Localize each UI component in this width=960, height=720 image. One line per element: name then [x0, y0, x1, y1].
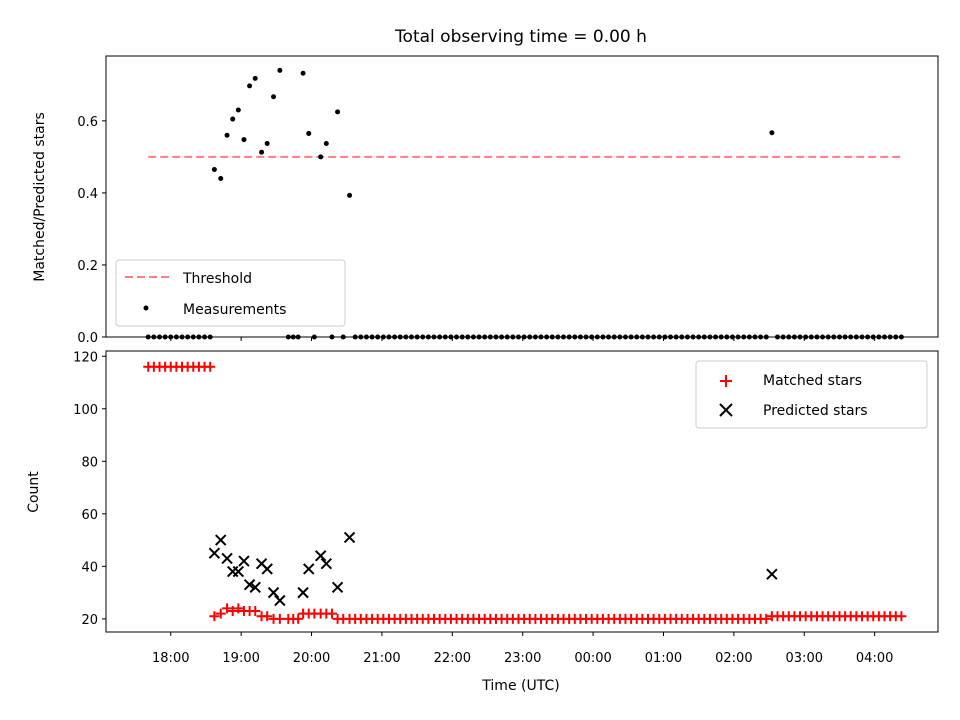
- y-tick-label: 20: [81, 613, 98, 628]
- x-tick-label: 03:00: [786, 651, 823, 666]
- x-tick-label: 22:00: [434, 651, 471, 666]
- measurement-point: [264, 141, 270, 147]
- x-tick-label: 00:00: [574, 651, 611, 666]
- measurement-point: [335, 109, 341, 115]
- y-tick-label: 40: [81, 560, 98, 575]
- predicted-star-marker: [215, 534, 227, 546]
- predicted-star-marker: [766, 568, 778, 580]
- y-tick-label: 0.6: [77, 115, 98, 130]
- top-y-ticks: 0.0 0.2 0.4 0.6: [77, 115, 106, 346]
- legend-matched-swatch: [720, 375, 732, 387]
- predicted-star-marker: [238, 555, 250, 567]
- y-tick-label: 0.4: [77, 187, 98, 202]
- x-tick-label: 19:00: [222, 651, 259, 666]
- measurement-point: [224, 132, 230, 138]
- bottom-legend-box: [695, 360, 928, 429]
- matched-star-marker: [205, 361, 216, 372]
- predicted-star-marker: [261, 563, 273, 575]
- measurement-point: [230, 116, 236, 122]
- legend-predicted-swatch: [719, 403, 733, 417]
- y-tick-label: 120: [73, 350, 98, 365]
- legend-measurements-swatch: [143, 305, 149, 311]
- predicted-star-marker: [221, 552, 233, 565]
- legend-threshold-label: Threshold: [182, 271, 252, 287]
- chart-title: Total observing time = 0.00 h: [394, 27, 647, 47]
- bottom-y-ticks: 20 40 60 80 100 120: [73, 350, 106, 628]
- measurement-point: [318, 154, 324, 160]
- measurement-point: [235, 107, 241, 113]
- measurement-point: [300, 70, 306, 76]
- measurement-point: [277, 67, 283, 73]
- matched-star-marker: [215, 608, 226, 619]
- x-tick-label: 21:00: [363, 651, 400, 666]
- measurement-point: [347, 192, 353, 198]
- predicted-star-marker: [303, 563, 315, 575]
- measurement-point: [247, 83, 253, 89]
- matched-star-marker: [227, 605, 238, 616]
- legend-matched-label: Matched stars: [763, 373, 862, 389]
- predicted-star-marker: [314, 550, 327, 562]
- top-legend-box: [115, 259, 346, 327]
- bottom-legend: Matched stars Predicted stars: [695, 360, 928, 429]
- matched-star-marker: [250, 605, 261, 616]
- measurement-point: [259, 149, 265, 155]
- legend-predicted-label: Predicted stars: [763, 403, 868, 419]
- y-tick-label: 80: [81, 455, 98, 470]
- top-legend: Threshold Measurements: [115, 259, 346, 327]
- x-tick-label: 04:00: [856, 651, 893, 666]
- x-tick-label: 20:00: [293, 651, 330, 666]
- measurement-point: [211, 166, 217, 172]
- matched-star-marker: [274, 613, 285, 624]
- matched-star-marker: [293, 613, 304, 624]
- matched-star-marker: [761, 613, 772, 624]
- predicted-stars-points: [208, 531, 778, 607]
- bottom-y-axis-label: Count: [26, 471, 42, 513]
- measurement-point: [252, 75, 258, 81]
- top-x-ticks: [170, 337, 876, 341]
- top-y-axis-label: Matched/Predicted stars: [32, 112, 48, 282]
- bottom-panel: 20 40 60 80 100 120 18:00 19:00 20:00 21:00 22:00…: [26, 350, 939, 694]
- predicted-star-marker: [232, 565, 245, 578]
- x-tick-label: 01:00: [645, 651, 682, 666]
- matched-star-marker: [209, 611, 220, 622]
- x-tick-label: 02:00: [715, 651, 752, 666]
- matched-stars-points: [143, 361, 907, 624]
- y-tick-label: 100: [73, 403, 98, 418]
- predicted-star-marker: [249, 581, 261, 594]
- predicted-star-marker: [343, 531, 356, 544]
- x-tick-label: 18:00: [152, 651, 189, 666]
- matched-star-marker: [262, 611, 273, 622]
- bottom-x-ticks: 18:00 19:00 20:00 21:00 22:00 23:00 00:00 01:00…: [152, 632, 893, 666]
- matched-star-marker: [233, 603, 244, 614]
- predicted-star-marker: [297, 586, 309, 599]
- predicted-star-marker: [243, 579, 256, 591]
- top-plot-frame: [105, 55, 939, 338]
- predicted-star-marker: [274, 594, 286, 607]
- top-panel: Total observing time = 0.00 h 0.00.20.40…: [32, 27, 939, 346]
- predicted-star-marker: [267, 586, 280, 599]
- measurement-point: [218, 175, 224, 181]
- measurement-point: [323, 141, 329, 147]
- measurement-point: [271, 94, 277, 100]
- matched-star-marker: [896, 611, 907, 622]
- predicted-star-marker: [331, 581, 344, 594]
- measurement-point: [306, 130, 312, 136]
- matched-star-marker: [222, 603, 233, 614]
- predicted-star-marker: [320, 558, 333, 570]
- bottom-plot-frame: [105, 350, 939, 633]
- predicted-star-marker: [208, 547, 221, 559]
- x-tick-label: 23:00: [504, 651, 541, 666]
- legend-measurements-label: Measurements: [183, 302, 286, 318]
- measurement-point: [241, 137, 247, 143]
- y-tick-label: 60: [81, 508, 98, 523]
- measurement-point: [769, 130, 775, 136]
- y-tick-label: 0.2: [77, 259, 98, 274]
- x-axis-label: Time (UTC): [481, 678, 559, 694]
- y-tick-label: 0.0: [77, 331, 98, 346]
- matched-star-marker: [326, 608, 337, 619]
